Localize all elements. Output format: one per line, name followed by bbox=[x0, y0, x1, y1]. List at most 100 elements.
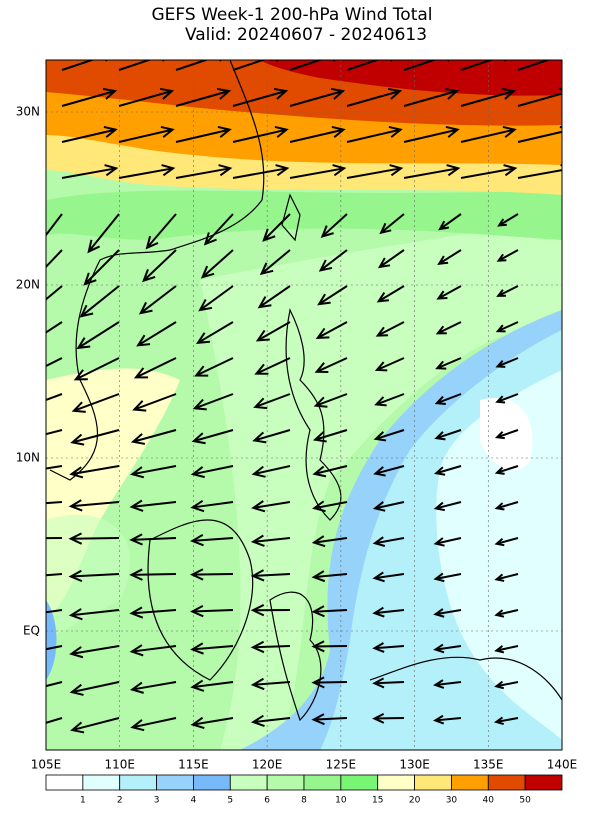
wind-vector bbox=[232, 60, 279, 71]
wind-vector bbox=[494, 465, 519, 475]
colorbar-label: 4 bbox=[191, 796, 197, 806]
wind-vector bbox=[190, 534, 234, 547]
wind-vector bbox=[190, 465, 234, 479]
wind-vector bbox=[289, 87, 346, 107]
wind-vector bbox=[76, 321, 120, 350]
wind-vector bbox=[433, 465, 462, 476]
wind-vector bbox=[129, 533, 177, 546]
wind-vector bbox=[130, 717, 177, 732]
wind-vector bbox=[311, 535, 348, 548]
lat-label: EQ bbox=[23, 624, 40, 638]
wind-vector bbox=[496, 285, 519, 297]
wind-vector bbox=[289, 164, 347, 179]
wind-vector bbox=[138, 285, 177, 315]
wind-vector bbox=[73, 357, 120, 381]
colorbar-label: 15 bbox=[372, 796, 383, 806]
wind-vector bbox=[46, 393, 63, 401]
colorbar-label: 50 bbox=[519, 796, 531, 806]
wind-vector bbox=[190, 679, 234, 692]
wind-vector bbox=[460, 125, 517, 143]
wind-vector bbox=[494, 501, 519, 511]
colorbar-swatch bbox=[414, 774, 452, 791]
colorbar-swatch bbox=[487, 774, 526, 791]
wind-vector bbox=[250, 534, 291, 547]
colorbar-swatch bbox=[451, 774, 489, 791]
colorbar-label: 30 bbox=[446, 796, 458, 806]
wind-vector bbox=[136, 321, 177, 347]
wind-vector bbox=[145, 213, 177, 250]
wind-vector bbox=[320, 213, 348, 238]
wind-vector bbox=[495, 321, 519, 333]
wind-vector bbox=[433, 608, 462, 618]
wind-vector bbox=[69, 681, 120, 696]
subtitle: Valid: 20240607 - 20240613 bbox=[185, 25, 427, 45]
wind-vector bbox=[61, 87, 118, 107]
lon-label: 115E bbox=[178, 758, 209, 772]
wind-vector bbox=[130, 429, 177, 445]
wind-vector bbox=[432, 714, 462, 725]
wind-vector bbox=[250, 604, 291, 617]
wind-vector bbox=[46, 501, 63, 505]
wind-vector bbox=[403, 164, 461, 179]
wind-vector bbox=[372, 571, 405, 583]
wind-vector bbox=[129, 499, 177, 512]
wind-vector bbox=[433, 537, 462, 547]
wind-vector bbox=[68, 608, 120, 621]
colorbar-label: 3 bbox=[154, 796, 160, 806]
colorbar-label: 10 bbox=[335, 796, 347, 806]
wind-vector bbox=[311, 713, 348, 726]
wind-vector bbox=[46, 717, 63, 724]
wind-vector bbox=[375, 321, 405, 337]
lat-label: 30N bbox=[16, 105, 40, 119]
wind-vector bbox=[133, 357, 177, 379]
colorbar-label: 40 bbox=[483, 796, 495, 806]
colorbar-swatch bbox=[266, 774, 305, 791]
wind-vector bbox=[68, 532, 120, 545]
wind-vector bbox=[192, 393, 234, 411]
wind-vector bbox=[69, 465, 120, 479]
wind-vector bbox=[433, 679, 462, 689]
wind-vector bbox=[403, 125, 460, 143]
wind-vector bbox=[311, 605, 348, 618]
wind-vector bbox=[289, 125, 346, 143]
wind-vector bbox=[494, 537, 519, 547]
wind-vector bbox=[232, 125, 289, 143]
wind-vector bbox=[46, 357, 63, 368]
lon-label: 140E bbox=[547, 758, 578, 772]
wind-vector bbox=[46, 681, 63, 688]
lat-label: 10N bbox=[16, 451, 40, 465]
wind-vector bbox=[195, 321, 234, 344]
colorbar-swatch bbox=[303, 774, 342, 791]
lon-label: 110E bbox=[104, 758, 135, 772]
wind-vector bbox=[46, 321, 63, 334]
wind-vector bbox=[253, 393, 291, 410]
wind-vector bbox=[318, 249, 348, 272]
wind-vector bbox=[46, 285, 63, 301]
wind-vector bbox=[433, 501, 462, 512]
wind-vector bbox=[315, 321, 348, 340]
wind-vector bbox=[494, 645, 519, 654]
wind-vector bbox=[379, 213, 405, 235]
wind-vector bbox=[61, 125, 118, 143]
wind-vector bbox=[376, 285, 405, 303]
colorbar-swatch bbox=[193, 774, 231, 791]
wind-vector bbox=[83, 249, 120, 286]
wind-vector bbox=[46, 249, 63, 269]
colorbar-swatch bbox=[119, 774, 157, 791]
wind-vector bbox=[250, 640, 291, 654]
wind-vector bbox=[494, 573, 519, 582]
wind-vector bbox=[71, 393, 120, 413]
wind-vector bbox=[433, 572, 462, 583]
wind-vector bbox=[262, 213, 291, 242]
wind-vector bbox=[189, 604, 234, 618]
wind-vector bbox=[255, 321, 291, 342]
wind-vector bbox=[190, 499, 234, 513]
colorbar-swatch bbox=[377, 774, 415, 791]
wind-vector bbox=[495, 393, 519, 404]
wind-vector bbox=[118, 60, 165, 71]
wind-vector bbox=[403, 60, 450, 71]
lon-label: 120E bbox=[252, 758, 283, 772]
wind-vector bbox=[61, 60, 108, 71]
wind-vector bbox=[517, 60, 562, 71]
